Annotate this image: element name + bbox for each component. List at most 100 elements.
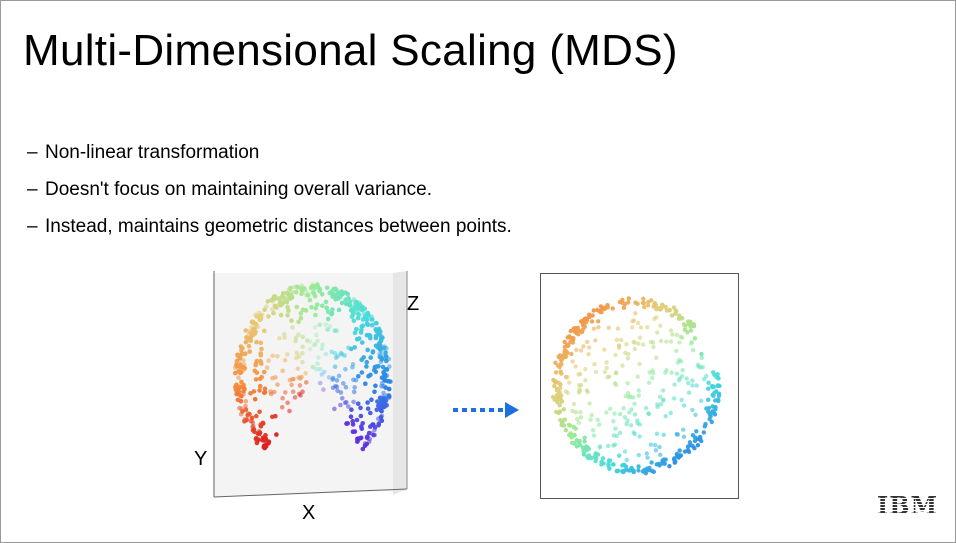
data-point [683, 323, 688, 328]
data-point [250, 427, 256, 433]
data-point [310, 364, 315, 370]
data-point [578, 371, 583, 377]
data-point [668, 339, 674, 344]
data-point [565, 390, 570, 395]
data-point [359, 357, 364, 362]
data-point [322, 369, 327, 375]
data-point [256, 310, 262, 316]
data-point [664, 368, 669, 373]
data-point [672, 382, 677, 387]
data-point [702, 424, 707, 429]
data-point [660, 461, 665, 466]
data-point [371, 432, 376, 438]
data-point [239, 379, 244, 385]
data-point [258, 422, 263, 427]
data-point [596, 325, 601, 330]
data-point [362, 441, 368, 446]
data-point [618, 411, 623, 417]
data-point [646, 380, 652, 385]
data-point [300, 344, 305, 349]
data-point [624, 457, 629, 463]
data-point [383, 353, 389, 359]
data-point [314, 332, 319, 338]
data-point [336, 373, 342, 379]
data-point [677, 448, 682, 453]
data-point [630, 325, 635, 330]
data-point [356, 374, 361, 379]
data-point [296, 375, 301, 380]
data-point [292, 395, 298, 400]
data-point [637, 434, 642, 439]
data-point [567, 380, 572, 385]
data-point [591, 308, 596, 313]
data-point [604, 360, 609, 365]
data-point [297, 391, 302, 397]
data-point [645, 455, 650, 460]
data-point [298, 311, 304, 316]
data-point [654, 431, 660, 436]
data-point [319, 346, 325, 351]
data-point [315, 302, 320, 307]
data-point [564, 342, 570, 348]
data-point [320, 342, 325, 348]
data-point [597, 422, 602, 427]
data-point [234, 358, 240, 364]
data-point [717, 383, 722, 389]
data-point [588, 417, 593, 422]
data-point [381, 401, 386, 406]
data-point [650, 468, 655, 474]
data-point [258, 340, 264, 346]
data-point [304, 338, 310, 343]
data-point [625, 390, 631, 396]
data-point [332, 406, 337, 412]
data-point [553, 360, 558, 365]
data-point [674, 332, 679, 338]
data-point [347, 299, 353, 304]
data-point [674, 432, 680, 437]
data-point [621, 305, 627, 310]
data-point [238, 398, 244, 404]
data-point [671, 305, 677, 310]
data-point [346, 404, 351, 409]
data-point [349, 407, 354, 412]
data-point [631, 430, 636, 435]
data-point [679, 374, 685, 379]
data-point [271, 310, 276, 316]
data-point [684, 376, 689, 381]
data-point [636, 452, 641, 458]
data-point [241, 365, 246, 370]
data-point [283, 390, 288, 395]
data-point [348, 414, 354, 419]
data-point [559, 361, 564, 366]
data-point [257, 409, 262, 415]
data-point [312, 342, 318, 347]
data-point [376, 331, 381, 336]
data-point [690, 407, 695, 413]
data-point [364, 359, 370, 365]
data-point [585, 389, 590, 395]
data-point [711, 384, 716, 390]
data-point [559, 371, 564, 376]
data-point [334, 378, 340, 383]
data-point [249, 319, 255, 325]
data-point [620, 363, 625, 368]
data-point [674, 451, 680, 457]
data-point [300, 334, 305, 340]
data-point [562, 339, 567, 345]
data-point [663, 414, 668, 419]
data-point [611, 433, 616, 438]
data-point [678, 359, 684, 364]
data-point [661, 432, 666, 437]
data-point [690, 348, 696, 353]
data-point [243, 399, 249, 404]
data-point [565, 335, 570, 340]
data-point [669, 370, 674, 375]
data-point [653, 303, 658, 308]
data-point [622, 415, 628, 420]
data-point [627, 410, 632, 415]
3d-scatter-plot [213, 271, 408, 498]
data-point [661, 397, 666, 402]
data-point [636, 393, 641, 398]
data-point [234, 364, 240, 369]
data-point [365, 312, 370, 318]
